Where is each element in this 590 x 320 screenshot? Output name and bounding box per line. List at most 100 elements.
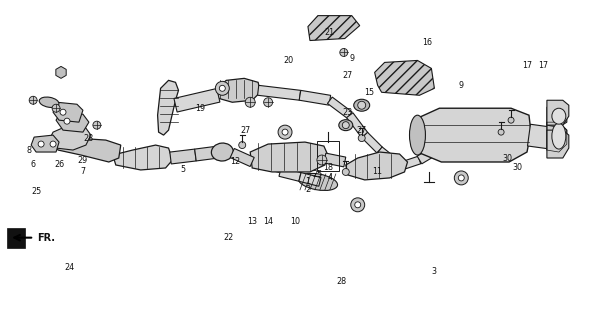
Text: 27: 27 — [343, 71, 353, 80]
Polygon shape — [170, 149, 196, 164]
Polygon shape — [299, 172, 321, 186]
Circle shape — [64, 118, 70, 124]
Ellipse shape — [552, 123, 566, 149]
Text: 28: 28 — [84, 133, 94, 143]
Text: 22: 22 — [223, 233, 234, 242]
Text: 1: 1 — [306, 177, 310, 187]
Text: 30: 30 — [502, 154, 512, 163]
Circle shape — [498, 129, 504, 135]
Circle shape — [278, 125, 292, 139]
Circle shape — [342, 168, 349, 175]
Polygon shape — [53, 102, 83, 122]
Circle shape — [317, 155, 327, 165]
Polygon shape — [377, 147, 397, 165]
Polygon shape — [527, 124, 552, 149]
Circle shape — [60, 109, 66, 115]
Circle shape — [358, 101, 366, 109]
Circle shape — [458, 175, 464, 181]
Text: 25: 25 — [31, 188, 41, 196]
Ellipse shape — [211, 143, 233, 161]
Polygon shape — [346, 113, 368, 138]
Text: 5: 5 — [180, 165, 185, 174]
Text: 16: 16 — [422, 38, 432, 47]
Text: 12: 12 — [230, 157, 240, 166]
Polygon shape — [195, 146, 219, 161]
Text: 28: 28 — [337, 277, 347, 286]
Polygon shape — [230, 148, 254, 166]
Text: 14: 14 — [263, 217, 273, 226]
Circle shape — [264, 98, 273, 107]
Ellipse shape — [298, 173, 337, 190]
Circle shape — [93, 121, 101, 129]
Polygon shape — [375, 60, 434, 95]
Circle shape — [454, 171, 468, 185]
Circle shape — [50, 141, 56, 147]
Polygon shape — [547, 122, 567, 152]
Circle shape — [38, 141, 44, 147]
Ellipse shape — [354, 99, 370, 111]
Polygon shape — [299, 90, 330, 105]
Text: 18: 18 — [323, 164, 333, 172]
Circle shape — [219, 85, 225, 91]
Ellipse shape — [39, 97, 59, 108]
Polygon shape — [53, 138, 121, 162]
Text: 17: 17 — [522, 61, 532, 70]
Polygon shape — [49, 125, 91, 150]
Polygon shape — [279, 168, 301, 181]
Polygon shape — [414, 108, 531, 162]
Polygon shape — [308, 16, 360, 41]
Text: 20: 20 — [283, 56, 293, 65]
Polygon shape — [56, 112, 89, 132]
Text: 29: 29 — [78, 156, 88, 164]
Text: 7: 7 — [80, 167, 86, 176]
Polygon shape — [346, 152, 408, 180]
Circle shape — [29, 96, 37, 104]
Circle shape — [340, 49, 348, 56]
Polygon shape — [394, 158, 406, 169]
Circle shape — [239, 141, 245, 148]
Polygon shape — [547, 106, 567, 127]
Text: 6: 6 — [31, 160, 35, 170]
Circle shape — [508, 117, 514, 123]
Ellipse shape — [409, 115, 425, 155]
Text: 9: 9 — [458, 81, 464, 90]
Text: 27: 27 — [356, 126, 367, 135]
Ellipse shape — [339, 120, 353, 131]
Polygon shape — [327, 97, 352, 118]
Text: 10: 10 — [290, 217, 300, 226]
Text: FR.: FR. — [37, 233, 55, 243]
Text: 2: 2 — [306, 185, 310, 194]
Circle shape — [355, 202, 360, 208]
Text: 24: 24 — [64, 263, 74, 272]
Circle shape — [358, 135, 365, 141]
Text: 21: 21 — [324, 28, 335, 37]
Polygon shape — [113, 145, 172, 170]
Circle shape — [52, 104, 60, 112]
Text: 27: 27 — [240, 126, 250, 135]
Text: 26: 26 — [54, 160, 64, 170]
Text: 3: 3 — [432, 267, 437, 276]
Ellipse shape — [552, 108, 566, 124]
Polygon shape — [258, 85, 300, 100]
Polygon shape — [174, 89, 220, 112]
Circle shape — [245, 97, 255, 107]
Text: 30: 30 — [512, 164, 522, 172]
Circle shape — [282, 129, 288, 135]
Text: 9: 9 — [349, 54, 355, 63]
Text: 19: 19 — [195, 104, 205, 113]
Text: 23: 23 — [343, 108, 353, 117]
Circle shape — [351, 198, 365, 212]
Circle shape — [342, 122, 349, 129]
Polygon shape — [417, 144, 442, 164]
Polygon shape — [158, 80, 179, 135]
Text: 11: 11 — [373, 167, 383, 176]
Text: 25: 25 — [313, 171, 323, 180]
Polygon shape — [547, 100, 569, 125]
Text: 4: 4 — [327, 173, 332, 182]
Polygon shape — [324, 153, 346, 167]
Polygon shape — [254, 158, 281, 172]
Polygon shape — [217, 78, 260, 102]
Text: 8: 8 — [27, 146, 32, 155]
Polygon shape — [547, 130, 569, 158]
Text: 13: 13 — [247, 217, 257, 226]
